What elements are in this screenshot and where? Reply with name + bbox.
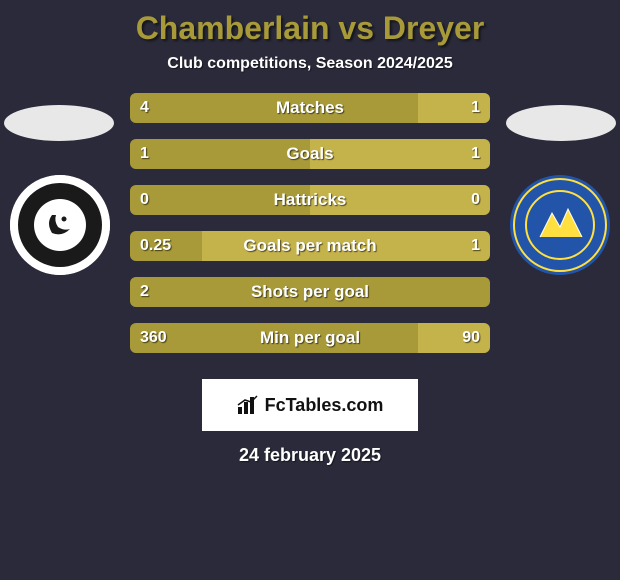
stat-row: Hattricks0 0 [130, 185, 490, 215]
left-team-badge [10, 175, 110, 275]
stat-value-right: 1 [461, 139, 490, 169]
stat-value-right: 1 [461, 231, 490, 261]
stat-label: Goals per match [130, 231, 490, 261]
chart-icon [237, 395, 259, 415]
comparison-panel: Matches41Goals11Hattricks00Goals per mat… [0, 93, 620, 373]
stat-label: Shots per goal [130, 277, 490, 307]
stat-label: Min per goal [130, 323, 490, 353]
stat-row: Matches4 1 [130, 93, 490, 123]
right-team-badge [510, 175, 610, 275]
stat-value-left: 0 [130, 185, 159, 215]
comparison-date: 24 february 2025 [0, 445, 620, 466]
stat-value-left: 4 [130, 93, 159, 123]
stat-value-left: 0.25 [130, 231, 181, 261]
stat-label: Matches [130, 93, 490, 123]
stat-value-left: 1 [130, 139, 159, 169]
fctables-brand: FcTables.com [202, 379, 418, 431]
stat-value-left: 360 [130, 323, 177, 353]
left-player-shape [4, 105, 114, 141]
stat-row: Goals1 1 [130, 139, 490, 169]
stat-row: Goals per match0.25 1 [130, 231, 490, 261]
stat-label: Hattricks [130, 185, 490, 215]
stat-value-left: 2 [130, 277, 159, 307]
brand-text: FcTables.com [265, 395, 384, 416]
stats-bars: Matches41Goals11Hattricks00Goals per mat… [130, 93, 490, 353]
page-title: Chamberlain vs Dreyer [0, 0, 620, 47]
stat-row: Shots per goal2 [130, 277, 490, 307]
stat-value-right: 0 [461, 185, 490, 215]
page-subtitle: Club competitions, Season 2024/2025 [0, 55, 620, 73]
stat-value-right: 1 [461, 93, 490, 123]
stat-label: Goals [130, 139, 490, 169]
right-player-shape [506, 105, 616, 141]
stat-row: Min per goal360 90 [130, 323, 490, 353]
stat-value-right: 90 [452, 323, 490, 353]
